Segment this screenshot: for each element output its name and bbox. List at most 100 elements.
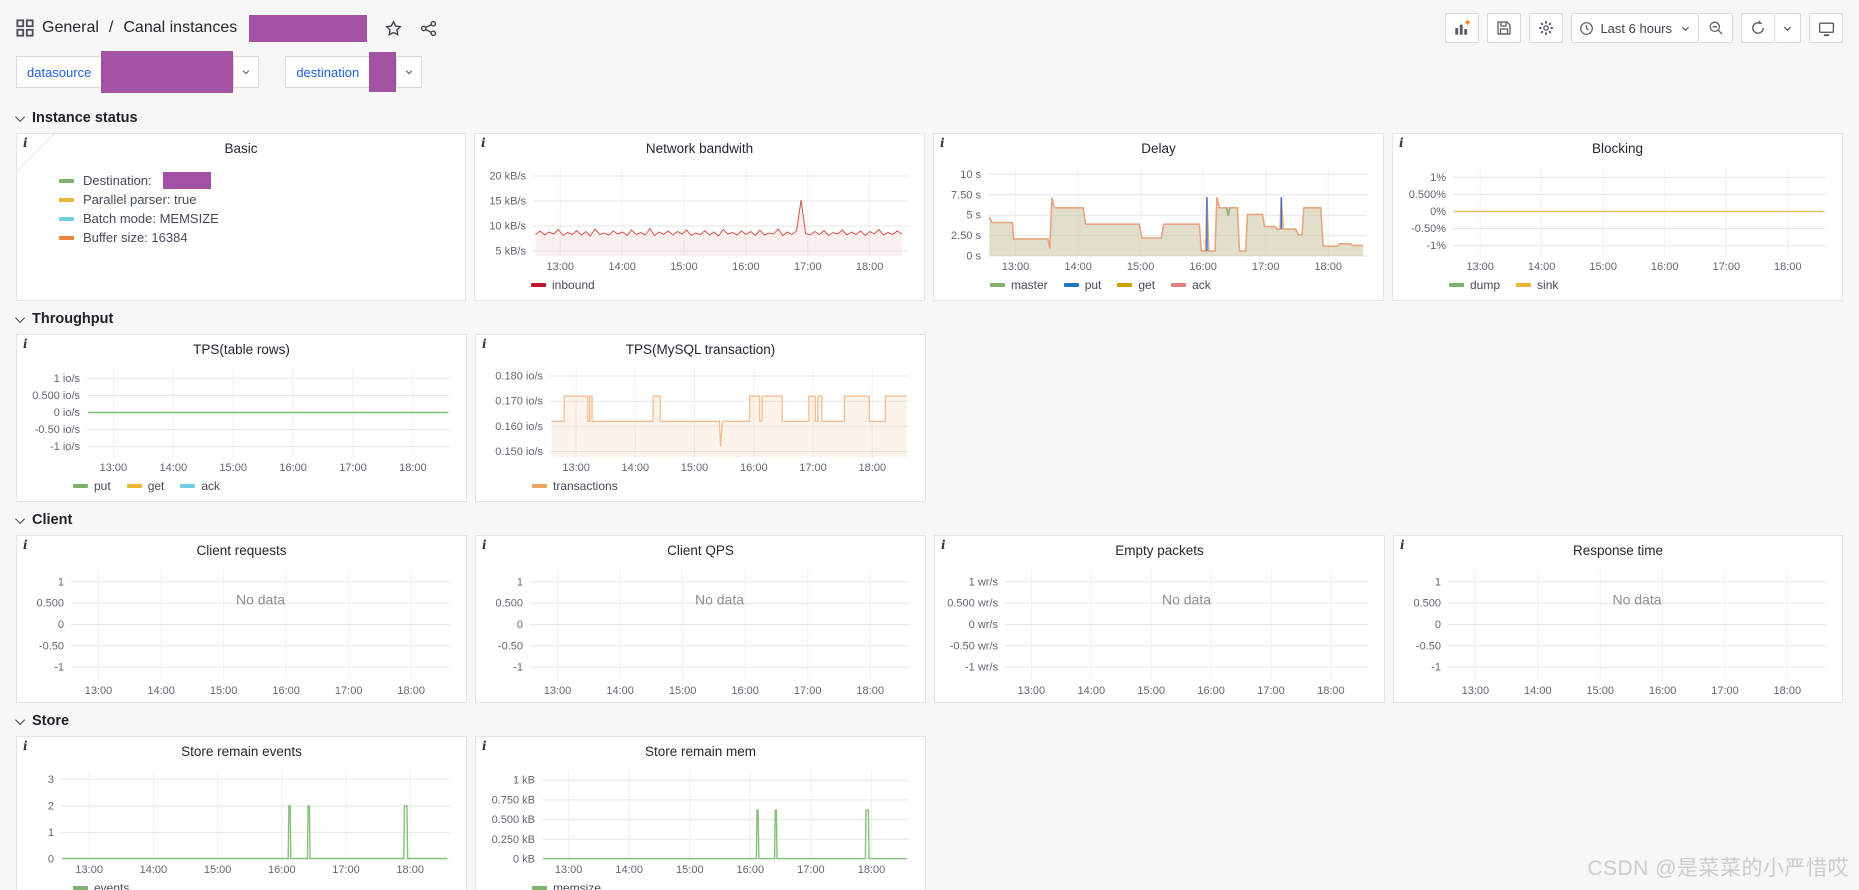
panel-delay: i Delay 0 s 2.50 s 5 s 7.50 s 10 s 13:00 14:00 15… [933, 133, 1384, 301]
svg-text:-0.50: -0.50 [39, 640, 64, 652]
section-toggle-client[interactable]: Client [15, 512, 1843, 528]
refresh-interval-caret[interactable] [1775, 13, 1801, 43]
panel-info-icon[interactable]: i [941, 538, 946, 552]
legend-item-get[interactable]: get [126, 479, 165, 493]
refresh-button[interactable] [1741, 13, 1775, 43]
panel-store-remain-events: i Store remain events 0 1 2 3 13:00 14:00 15:00 1… [16, 736, 467, 890]
legend-item-transactions[interactable]: transactions [532, 479, 618, 493]
legend-item-put[interactable]: put [1063, 278, 1101, 292]
legend-item-master[interactable]: master [990, 278, 1048, 292]
settings-gear-icon[interactable] [1529, 13, 1564, 43]
panel-info-icon[interactable]: i [482, 739, 487, 753]
svg-text:-0.50: -0.50 [498, 640, 523, 652]
destination-dropdown-caret[interactable] [396, 56, 423, 88]
share-icon[interactable] [420, 20, 437, 37]
legend-item-put[interactable]: put [73, 479, 111, 493]
redacted-datasource-value[interactable] [101, 51, 234, 93]
legend-item-get[interactable]: get [1117, 278, 1155, 292]
panel-info-icon[interactable]: i [482, 538, 487, 552]
panel-title[interactable]: Blocking [1591, 141, 1644, 156]
chart-canvas[interactable]: -1 -0.50 0 0.500 1 13:00 14:00 15:00 16:00 17:00 1… [23, 563, 460, 698]
svg-text:1 wr/s: 1 wr/s [969, 576, 999, 588]
panel-title[interactable]: TPS(MySQL transaction) [625, 342, 776, 357]
panel-info-icon[interactable]: i [23, 136, 28, 150]
chart-canvas[interactable]: -1% -0.50% 0% 0.500% 1% 13:00 14:00 15:00 16:00 1… [1399, 161, 1836, 274]
svg-text:13:00: 13:00 [546, 261, 574, 273]
svg-text:14:00: 14:00 [1524, 685, 1552, 697]
panel-info-icon[interactable]: i [940, 136, 945, 150]
cycle-view-mode-button[interactable] [1809, 13, 1843, 43]
svg-text:0.500 wr/s: 0.500 wr/s [947, 598, 998, 610]
chart-canvas[interactable]: 5 kB/s 10 kB/s 15 kB/s 20 kB/s 13:00 14:00 15:… [481, 161, 918, 274]
panel-info-icon[interactable]: i [482, 337, 487, 351]
panel-viz: 0.150 io/s 0.160 io/s 0.170 io/s 0.180 io/s… [482, 362, 919, 475]
svg-text:-1: -1 [513, 662, 523, 674]
svg-text:13:00: 13:00 [1018, 685, 1046, 697]
legend-label: events [94, 881, 130, 890]
panel-title[interactable]: Empty packets [1115, 543, 1204, 558]
svg-text:15:00: 15:00 [1589, 261, 1617, 273]
star-icon[interactable] [385, 19, 402, 37]
panel-info-icon[interactable]: i [481, 136, 486, 150]
apps-grid-icon[interactable] [16, 19, 34, 37]
chart-canvas[interactable]: -1 wr/s -0.50 wr/s 0 wr/s 0.500 wr/s 1 wr/s 1… [941, 563, 1378, 698]
legend-label: put [94, 479, 111, 493]
datasource-dropdown-caret[interactable] [233, 56, 260, 88]
time-range-picker[interactable]: Last 6 hours [1571, 13, 1699, 43]
panel-title[interactable]: Basic [224, 141, 258, 156]
svg-text:0.500: 0.500 [495, 598, 523, 610]
panel-info-icon[interactable]: i [1400, 538, 1405, 552]
chevron-down-icon [15, 312, 26, 323]
chart-canvas[interactable]: -1 -0.50 0 0.500 1 13:00 14:00 15:00 16:00 17:00 1… [482, 563, 919, 698]
chart-canvas[interactable]: -1 io/s -0.50 io/s 0 io/s 0.500 io/s 1 io/s 1… [23, 362, 460, 475]
panel-legend: put get ack [23, 475, 460, 497]
chart-canvas[interactable]: 0 kB 0.250 kB 0.500 kB 0.750 kB 1 kB 13:00 14:… [482, 764, 919, 877]
legend-item-memsize[interactable]: memsize [532, 881, 601, 890]
breadcrumb-root[interactable]: General [42, 19, 99, 36]
panel-title[interactable]: Network bandwith [645, 141, 754, 156]
svg-text:17:00: 17:00 [794, 685, 822, 697]
add-panel-button[interactable] [1445, 13, 1480, 43]
panel-title[interactable]: TPS(table rows) [193, 342, 290, 357]
legend-item-events[interactable]: events [73, 881, 129, 890]
svg-text:17:00: 17:00 [1713, 261, 1741, 273]
legend-item-sink[interactable]: sink [1516, 278, 1558, 292]
panel-info-icon[interactable]: i [23, 538, 28, 552]
panel-title[interactable]: Delay [1141, 141, 1176, 156]
redacted-instance-name [249, 14, 368, 42]
panel-info-icon[interactable]: i [1399, 136, 1404, 150]
svg-text:0.150 io/s: 0.150 io/s [495, 446, 543, 458]
panel-title[interactable]: Store remain mem [644, 744, 757, 759]
legend-label: get [147, 479, 165, 493]
chart-canvas[interactable]: 0 1 2 3 13:00 14:00 15:00 16:00 17:00 18:00 [23, 764, 460, 877]
panel-info-icon[interactable]: i [23, 337, 28, 351]
panel-title[interactable]: Store remain events [181, 744, 302, 759]
svg-text:16:00: 16:00 [1651, 261, 1679, 273]
section-toggle-instance-status[interactable]: Instance status [15, 110, 1843, 126]
breadcrumb-page[interactable]: Canal instances [123, 19, 238, 36]
legend-item-ack[interactable]: ack [180, 479, 220, 493]
section-toggle-store[interactable]: Store [15, 713, 1843, 729]
chart-canvas[interactable]: -1 -0.50 0 0.500 1 13:00 14:00 15:00 16:00 17:00 1… [1400, 563, 1836, 698]
chart-canvas[interactable]: 0 s 2.50 s 5 s 7.50 s 10 s 13:00 14:00 15:00 16:… [940, 161, 1377, 274]
panel-title[interactable]: Response time [1572, 543, 1664, 558]
redacted-destination-value[interactable] [369, 52, 397, 92]
section-toggle-throughput[interactable]: Throughput [15, 311, 1843, 327]
legend-item-inbound[interactable]: inbound [531, 278, 595, 292]
panel-title[interactable]: Client requests [196, 543, 287, 558]
chart-canvas[interactable]: 0.150 io/s 0.160 io/s 0.170 io/s 0.180 io/s… [482, 362, 919, 475]
legend-item-ack[interactable]: ack [1171, 278, 1211, 292]
breadcrumb: General / Canal instances [16, 14, 437, 42]
svg-text:15:00: 15:00 [210, 685, 238, 697]
series-color-marker [59, 235, 74, 240]
zoom-out-time-button[interactable] [1699, 13, 1733, 43]
svg-text:18:00: 18:00 [856, 261, 884, 273]
svg-text:15:00: 15:00 [219, 462, 247, 474]
svg-text:14:00: 14:00 [622, 462, 650, 474]
panel-info-icon[interactable]: i [23, 739, 28, 753]
legend-item-dump[interactable]: dump [1449, 278, 1500, 292]
save-dashboard-button[interactable] [1487, 13, 1522, 43]
panel-title[interactable]: Client QPS [667, 543, 734, 558]
panel-legend: master put get ack [940, 274, 1377, 296]
